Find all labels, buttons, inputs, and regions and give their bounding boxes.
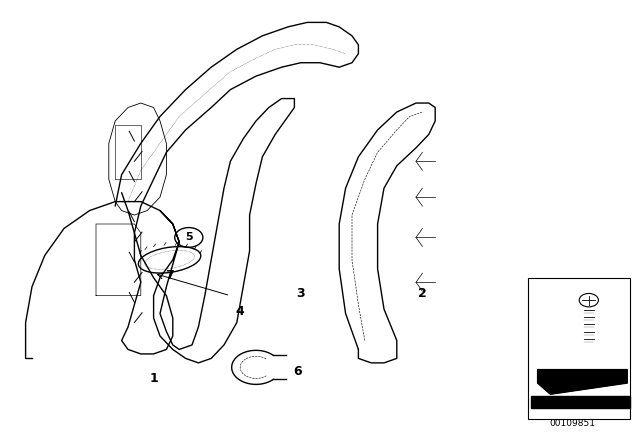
Text: 3: 3 (296, 287, 305, 300)
Text: 5: 5 (185, 233, 193, 242)
Text: 00109851: 00109851 (550, 419, 596, 428)
Polygon shape (538, 370, 627, 394)
Text: 6: 6 (293, 365, 302, 379)
Text: 2: 2 (418, 287, 427, 300)
Bar (528, 278, 630, 419)
Text: 5: 5 (556, 336, 564, 349)
Polygon shape (531, 396, 630, 408)
Text: 1: 1 (149, 372, 158, 385)
Text: 4: 4 (236, 305, 244, 318)
Text: 7: 7 (165, 269, 174, 282)
